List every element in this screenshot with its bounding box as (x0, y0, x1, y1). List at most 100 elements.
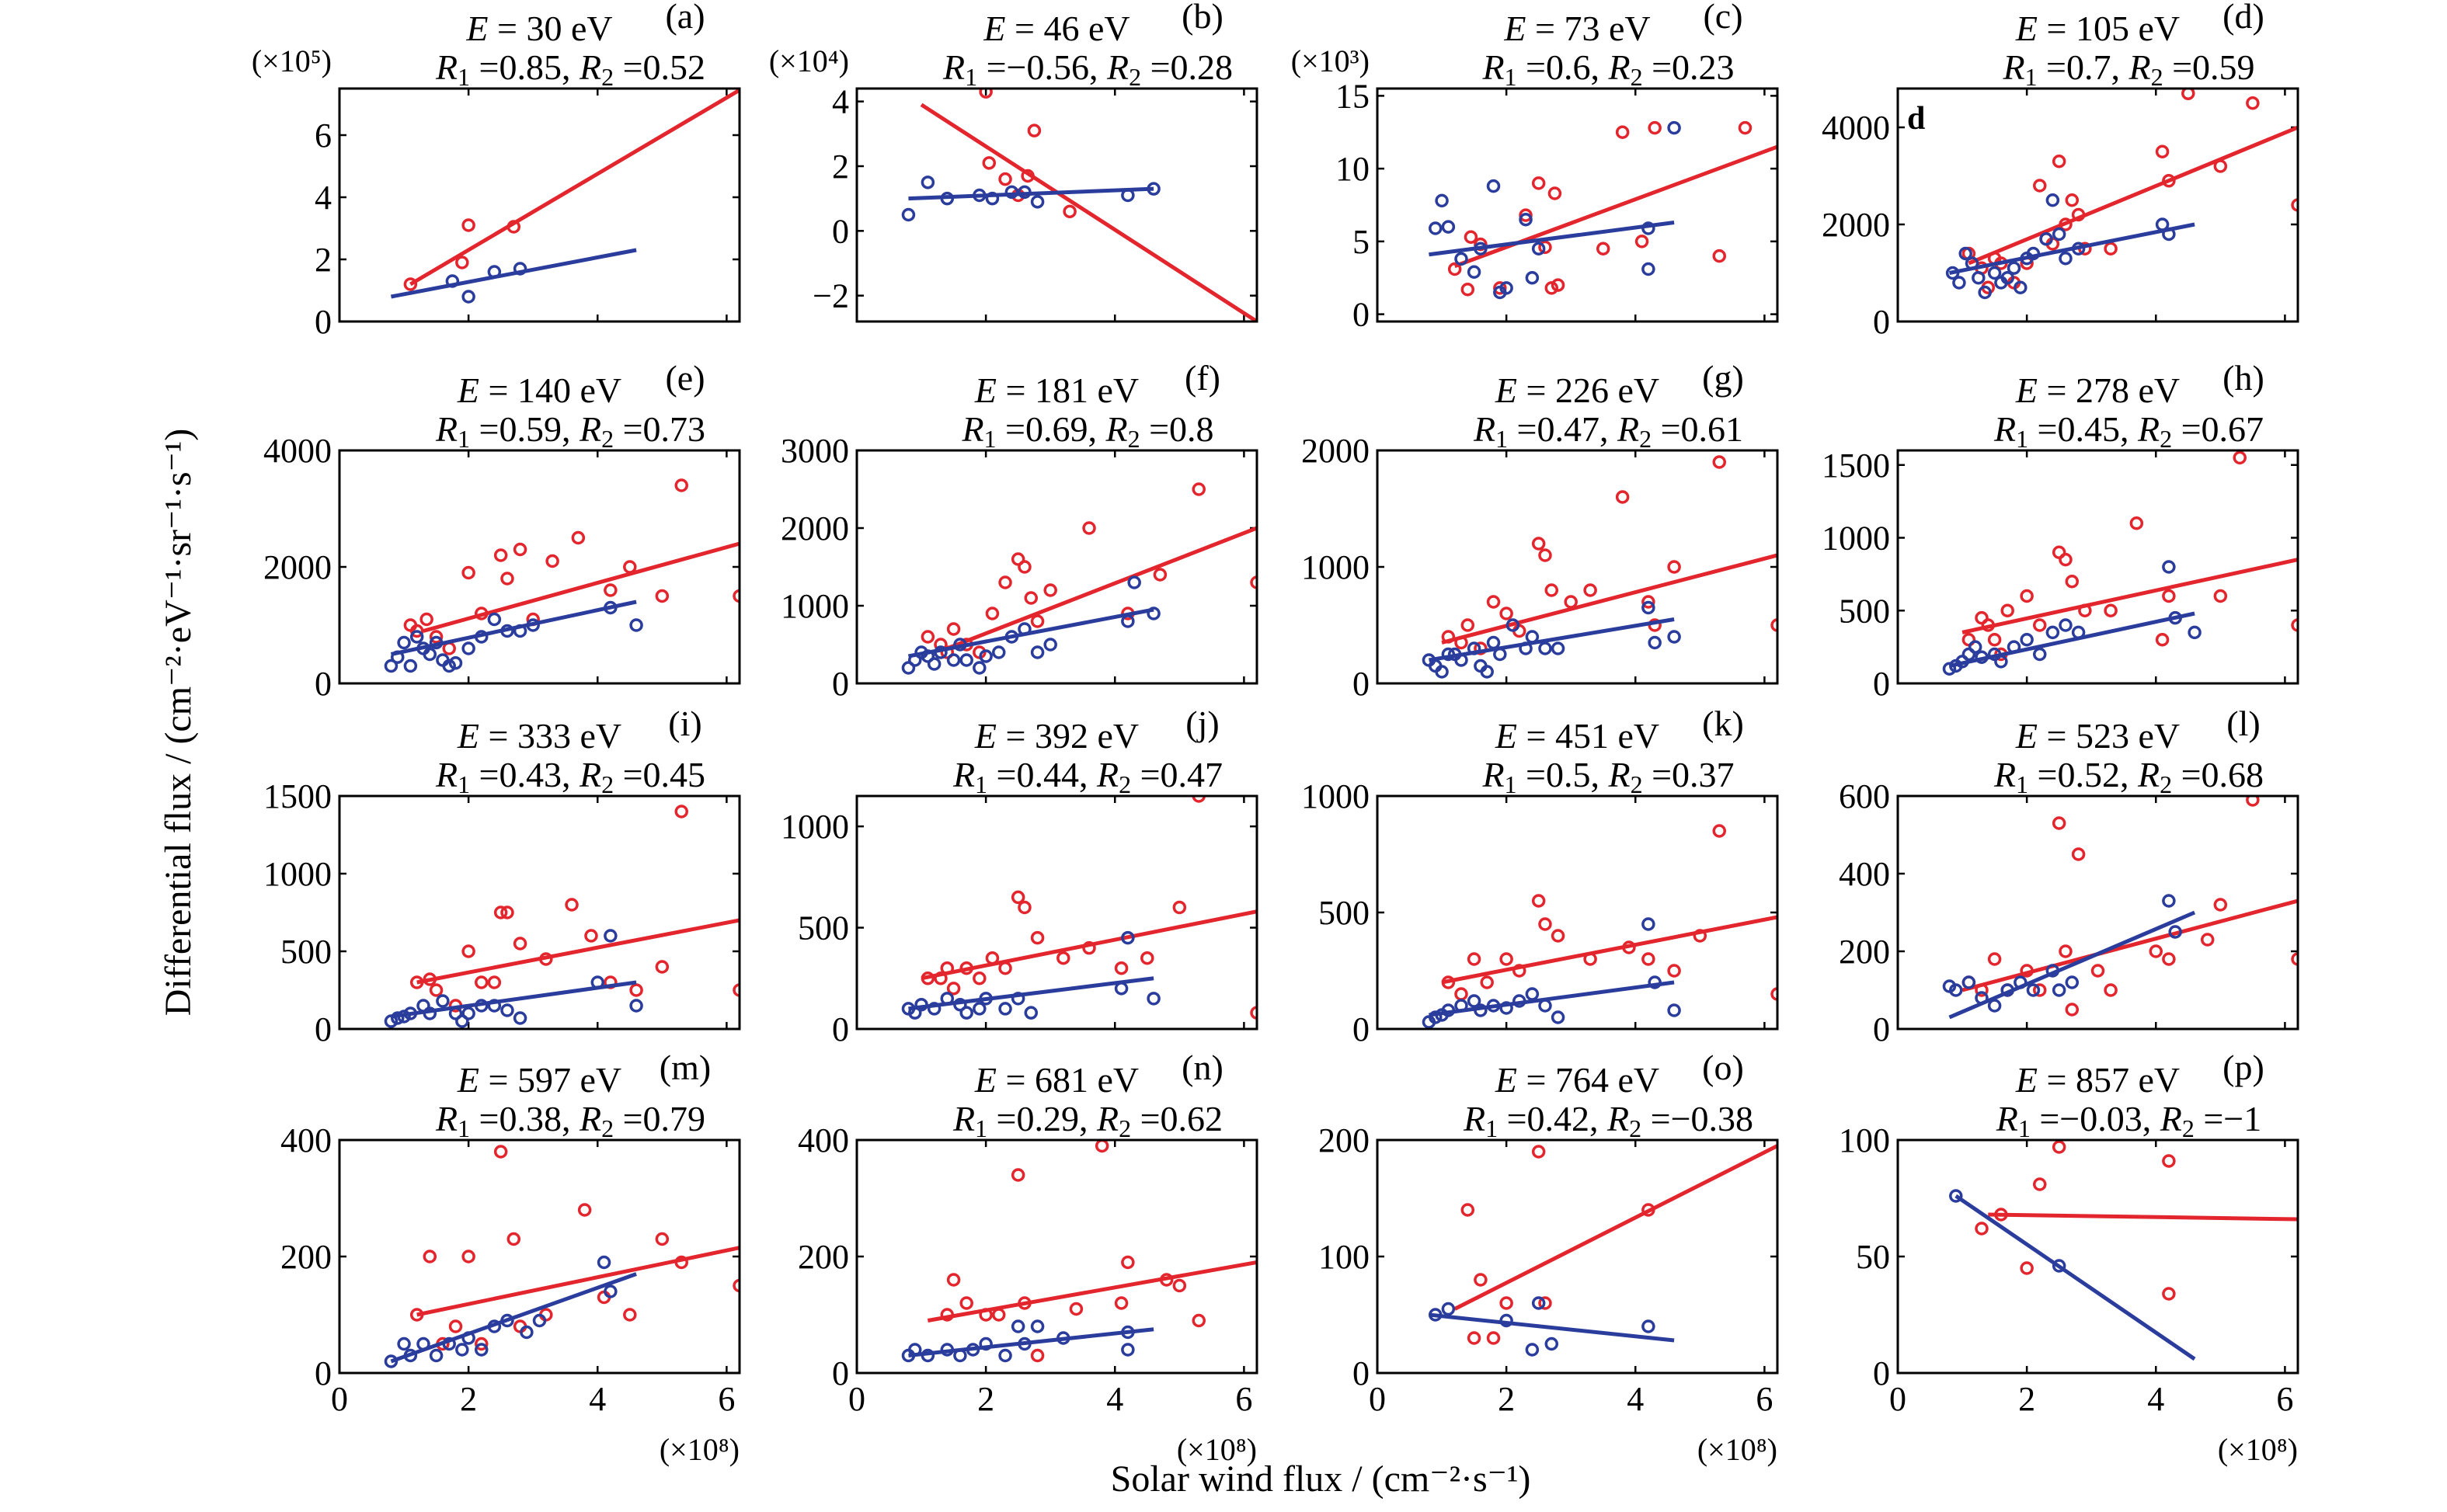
data-point-blue (1531, 242, 1546, 255)
data-point-blue (1467, 641, 1481, 655)
data-point-blue (2007, 640, 2021, 654)
panel-title-energy: E = 30 eV (465, 9, 612, 48)
data-point-blue (901, 207, 916, 222)
data-point-blue (1121, 930, 1135, 945)
data-point-blue (1641, 1319, 1655, 1333)
data-point-red (1975, 983, 1989, 997)
data-point-red (1250, 1006, 1257, 1020)
fit-line-red (1968, 125, 2298, 266)
data-point-red (474, 975, 489, 989)
y-tick-label: 0 (1873, 1354, 1890, 1392)
data-point-blue (1024, 1006, 1039, 1020)
data-point-red (2090, 964, 2105, 978)
data-point-red (2059, 944, 2073, 958)
y-tick-label: 1000 (1822, 520, 1890, 558)
data-point-blue (487, 612, 502, 627)
data-point-red (2052, 816, 2066, 830)
data-point-blue (1480, 665, 1494, 679)
data-point-red (946, 622, 961, 636)
data-point-red (1011, 552, 1025, 566)
data-point-red (998, 961, 1012, 975)
data-point-red (1583, 952, 1597, 966)
data-point-red (409, 1308, 424, 1322)
panel-title-correlation: R1 =0.43, R2 =0.45 (435, 755, 705, 798)
data-point-blue (2020, 633, 2034, 647)
panel-title-correlation: R1 =0.6, R2 =0.23 (1481, 47, 1734, 91)
y-tick-label: 500 (1318, 894, 1370, 932)
y-tick-label: 0 (1873, 665, 1890, 703)
panel-title-correlation: R1 =0.59, R2 =0.73 (435, 409, 705, 453)
y-tick-label: 2000 (1301, 432, 1370, 470)
fit-line-blue (390, 248, 637, 299)
y-tick-label: 0 (315, 303, 332, 341)
data-point-blue (500, 1313, 514, 1328)
data-point-blue (1667, 1003, 1681, 1017)
data-point-red (1538, 1296, 1552, 1310)
data-point-red (733, 983, 740, 997)
plot-area (1942, 450, 2298, 676)
data-point-red (2162, 1154, 2176, 1168)
y-tick-label: 0 (1352, 296, 1370, 334)
data-point-blue (1127, 575, 1141, 589)
data-point-blue (1525, 1343, 1540, 1357)
data-point-red (2291, 618, 2298, 632)
data-point-red (461, 565, 475, 580)
data-point-blue (1454, 999, 1468, 1013)
x-tick-label: 0 (1369, 1380, 1386, 1418)
fit-line-blue (1948, 910, 2196, 1020)
data-point-blue (416, 1336, 430, 1351)
data-point-red (979, 1308, 993, 1322)
data-point-red (1082, 940, 1096, 955)
y-tick-label: 400 (280, 1121, 332, 1159)
data-point-blue (998, 1002, 1012, 1016)
panel-letter: (h) (2222, 358, 2264, 398)
data-point-blue (1525, 987, 1540, 1001)
data-point-blue (973, 1002, 987, 1016)
data-point-blue (953, 997, 967, 1012)
data-point-blue (2188, 625, 2202, 640)
y-tick-label: 0 (1352, 1354, 1370, 1392)
x-multiplier: (×10⁸) (660, 1432, 740, 1467)
y-tick-label: 1000 (781, 587, 849, 625)
data-point-red (1538, 917, 1552, 931)
data-point-red (409, 975, 424, 989)
data-point-blue (384, 1014, 399, 1028)
fit-line-red (1453, 1144, 1777, 1311)
fit-line-blue (1429, 980, 1675, 1017)
data-point-blue (1641, 600, 1655, 615)
y-tick-label: 600 (1839, 777, 1890, 815)
y-tick-label: 10 (1335, 150, 1370, 188)
data-point-blue (1018, 185, 1032, 200)
data-point-red (733, 1278, 740, 1293)
data-point-blue (959, 653, 973, 667)
data-point-blue (423, 647, 437, 662)
data-point-red (674, 1255, 688, 1270)
data-point-blue (979, 992, 993, 1006)
data-point-blue (1056, 1331, 1070, 1345)
data-point-blue (1942, 662, 1957, 676)
data-point-red (1596, 242, 1610, 255)
data-point-blue (500, 1003, 514, 1017)
x-tick-label: 6 (1235, 1380, 1252, 1418)
data-point-red (493, 905, 508, 919)
plot-frame (338, 449, 741, 685)
data-point-blue (1949, 1189, 1963, 1203)
data-point-blue (1667, 120, 1681, 135)
data-point-blue (1493, 647, 1507, 662)
data-point-red (1159, 1273, 1174, 1287)
y-tick-label: 500 (1839, 592, 1890, 630)
data-point-blue (908, 653, 922, 667)
y-tick-label: 200 (280, 1238, 332, 1276)
data-point-blue (1538, 641, 1552, 655)
data-point-blue (397, 635, 411, 650)
x-multiplier: (×10⁸) (2218, 1432, 2298, 1467)
data-point-red (1712, 455, 1726, 469)
data-point-red (733, 589, 740, 603)
data-point-blue (1486, 635, 1501, 650)
panel-letter: (g) (1702, 358, 1744, 398)
data-point-red (1018, 560, 1032, 574)
data-point-red (1615, 125, 1630, 139)
